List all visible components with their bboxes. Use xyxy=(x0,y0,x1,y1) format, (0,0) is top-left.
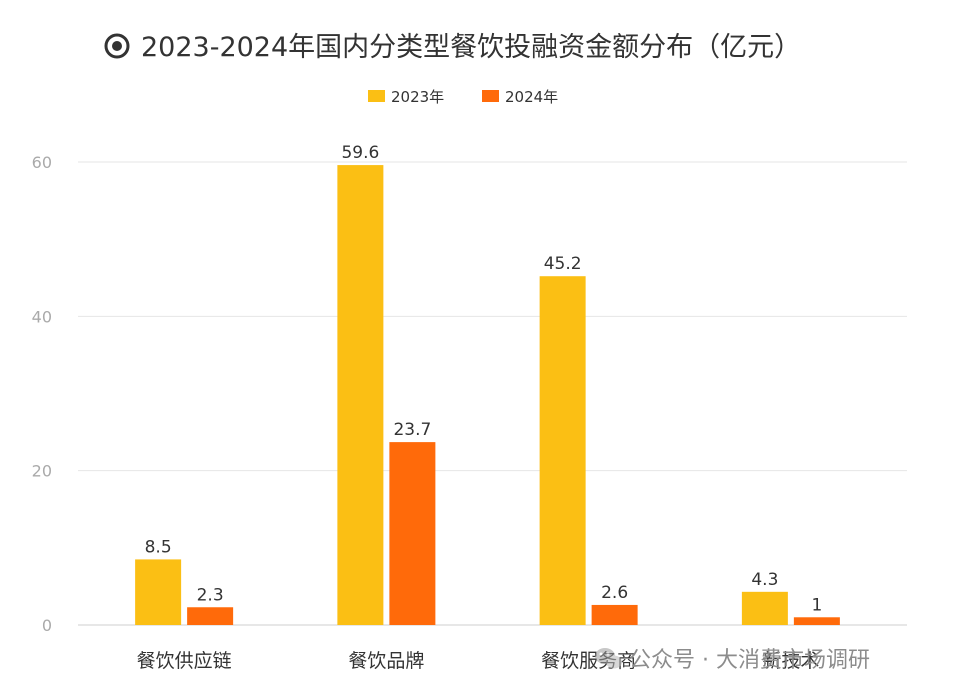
y-tick-label: 40 xyxy=(32,307,52,326)
bars: 8.5 2.3 59.6 23.7 45.2 2.6 4.3 1 xyxy=(135,143,840,625)
bar-2024 xyxy=(187,607,234,625)
legend: 2023年 2024年 xyxy=(368,88,558,106)
bar-2023 xyxy=(337,165,384,625)
wechat-icon xyxy=(595,648,622,669)
title-group: 2023-2024年国内分类型餐饮投融资金额分布（亿元） xyxy=(104,32,801,63)
grid xyxy=(78,161,907,626)
data-label: 1 xyxy=(811,595,822,615)
bar-2024 xyxy=(793,617,840,625)
bar-2023 xyxy=(741,591,788,625)
legend-swatch xyxy=(482,90,499,102)
y-tick-label: 20 xyxy=(32,462,52,481)
y-tick-label: 0 xyxy=(42,616,52,635)
x-tick-label: 餐饮品牌 xyxy=(348,650,424,672)
y-axis: 0 20 40 60 xyxy=(32,153,52,635)
watermark-text: 公众号 · 大消费市场调研 xyxy=(629,648,870,673)
watermark: 公众号 · 大消费市场调研 xyxy=(595,648,870,673)
bar-2024 xyxy=(591,604,638,625)
legend-swatch xyxy=(368,90,385,102)
data-label: 45.2 xyxy=(544,254,582,274)
legend-label: 2024年 xyxy=(505,88,558,106)
data-label: 59.6 xyxy=(341,143,379,163)
data-label: 23.7 xyxy=(393,420,431,440)
x-tick-label: 新技术 xyxy=(762,650,819,672)
legend-label: 2023年 xyxy=(391,88,444,106)
x-tick-label: 餐饮供应链 xyxy=(137,650,232,672)
data-label: 2.3 xyxy=(197,585,224,605)
data-label: 8.5 xyxy=(145,537,172,557)
title-icon xyxy=(104,33,130,59)
data-label: 4.3 xyxy=(751,570,778,590)
chart-title: 2023-2024年国内分类型餐饮投融资金额分布（亿元） xyxy=(141,32,801,63)
data-label: 2.6 xyxy=(601,583,628,603)
y-tick-label: 60 xyxy=(32,153,52,172)
bar-2024 xyxy=(389,442,436,625)
bar-2023 xyxy=(539,276,586,625)
bar-2023 xyxy=(135,559,182,625)
